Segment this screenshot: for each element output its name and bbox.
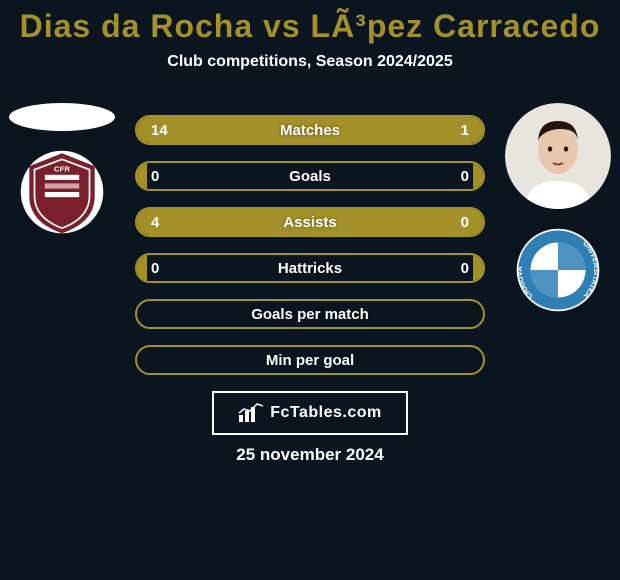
stat-label: Goals per match	[251, 306, 369, 323]
date-line: 25 november 2024	[0, 445, 620, 465]
stat-fill-right	[473, 163, 483, 189]
stat-val-right: 0	[461, 214, 469, 231]
stat-row: 0 0 Goals	[135, 161, 485, 191]
stat-label: Goals	[289, 168, 331, 185]
chart-icon	[238, 403, 264, 423]
stat-label: Assists	[283, 214, 336, 231]
stat-fill-right	[473, 255, 483, 281]
right-club-badge: UNIVERSITATEA CRAIOVA	[515, 227, 601, 313]
stat-val-right: 1	[461, 122, 469, 139]
page-title: Dias da Rocha vs LÃ³pez Carracedo	[0, 8, 620, 45]
stat-val-left: 14	[151, 122, 168, 139]
stat-row: 14 1 Matches	[135, 115, 485, 145]
watermark-text: FcTables.com	[270, 404, 382, 422]
stat-val-left: 4	[151, 214, 159, 231]
left-club-badge: CFR	[19, 149, 105, 235]
stat-val-right: 0	[461, 260, 469, 277]
subtitle: Club competitions, Season 2024/2025	[0, 53, 620, 71]
stat-row: 4 0 Assists	[135, 207, 485, 237]
stat-label: Hattricks	[278, 260, 342, 277]
stat-bars: 14 1 Matches 0 0 Goals 4 0 Assists 0 0 Hattricks Goa…	[135, 115, 485, 375]
left-player-photo	[9, 103, 115, 131]
stat-label: Min per goal	[266, 352, 354, 369]
comparison-card: Dias da Rocha vs LÃ³pez Carracedo Club c…	[0, 0, 620, 465]
watermark-box: FcTables.com	[212, 391, 408, 435]
stat-val-left: 0	[151, 260, 159, 277]
stat-label: Matches	[280, 122, 340, 139]
right-club-badge-svg: UNIVERSITATEA CRAIOVA	[515, 227, 601, 313]
left-side: CFR	[9, 103, 115, 235]
stat-val-right: 0	[461, 168, 469, 185]
right-side: UNIVERSITATEA CRAIOVA	[505, 103, 611, 313]
right-player-photo-svg	[505, 103, 611, 209]
stat-row: Min per goal	[135, 345, 485, 375]
stat-row: 0 0 Hattricks	[135, 253, 485, 283]
stat-val-left: 0	[151, 168, 159, 185]
left-club-badge-svg: CFR	[19, 149, 105, 235]
stat-fill-left	[137, 255, 147, 281]
stat-fill-left	[137, 163, 147, 189]
svg-text:CFR: CFR	[54, 164, 70, 173]
right-player-photo	[505, 103, 611, 209]
stat-row: Goals per match	[135, 299, 485, 329]
main-row: CFR 14 1 Matches 0 0 Goals 4 0 Assists 0 0 Hattrick…	[0, 103, 620, 375]
